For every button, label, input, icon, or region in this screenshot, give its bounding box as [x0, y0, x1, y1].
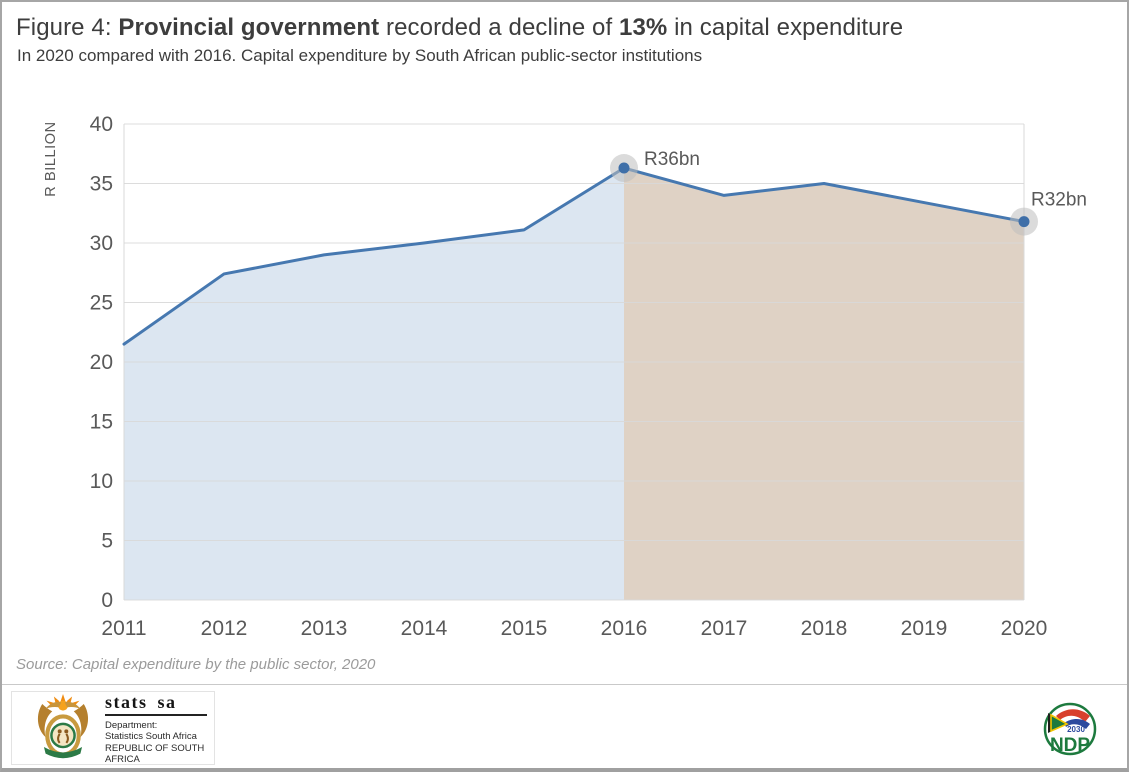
right-wing — [73, 703, 89, 738]
x-tick-label: 2020 — [1001, 617, 1048, 640]
brand-underline — [105, 714, 207, 717]
data-line — [122, 166, 1026, 346]
source-note: Source: Capital expenditure by the publi… — [16, 656, 376, 673]
figure-title: Figure 4: Provincial government recorded… — [16, 14, 1111, 42]
area-fill-before-split — [124, 168, 624, 600]
ndp-acronym: NDP — [1050, 735, 1090, 756]
title-segment: in capital expenditure — [667, 14, 904, 41]
flag-green-triangle — [1050, 713, 1069, 733]
y-tick-label: 20 — [90, 351, 113, 374]
y-tick-label: 25 — [90, 292, 113, 315]
figure-header: Figure 4: Provincial government recorded… — [16, 14, 1111, 66]
figure-subtitle: In 2020 compared with 2016. Capital expe… — [17, 46, 703, 65]
y-tick-label: 10 — [90, 470, 113, 493]
ndp-logo-icon: 2030 NDP — [1043, 702, 1097, 756]
annotation-label: R36bn — [644, 149, 700, 170]
statssa-brand: stats sa — [105, 692, 177, 713]
coat-of-arms-icon — [37, 694, 89, 759]
title-segment: recorded a decline of — [379, 14, 620, 41]
statssa-country: REPUBLIC OF SOUTH AFRICA — [105, 742, 205, 765]
y-tick-label: 5 — [101, 530, 113, 553]
title-segment-bold: 13% — [619, 14, 668, 41]
x-tick-label: 2016 — [601, 617, 648, 640]
statssa-logo: stats sa Department: Statistics South Af… — [11, 691, 215, 765]
title-segment: Figure 4: — [16, 14, 119, 41]
flag-red-band — [1056, 709, 1090, 722]
ndp-year: 2030 — [1067, 725, 1085, 734]
x-tick-label: 2015 — [501, 617, 548, 640]
capex-line-chart: 0 5 10 15 20 25 30 35 40 2011 2012 2013 2014 2015 2016… — [43, 113, 1087, 640]
title-segment-bold: Provincial government — [118, 14, 380, 41]
x-tick-label: 2013 — [301, 617, 348, 640]
x-tick-label: 2011 — [101, 617, 146, 640]
figures — [57, 733, 69, 744]
left-wing — [37, 703, 53, 738]
footer-divider — [2, 684, 1127, 685]
data-point-marker — [618, 162, 630, 174]
y-tick-label: 15 — [90, 411, 113, 434]
y-axis-title: R BILLION — [43, 121, 59, 197]
statssa-dept-label: Department: — [105, 720, 158, 732]
banner — [43, 747, 83, 759]
y-tick-label: 30 — [90, 232, 113, 255]
data-point-marker — [1018, 216, 1030, 228]
area-fill-after-split — [624, 168, 1024, 600]
x-tick-label: 2012 — [201, 617, 248, 640]
statssa-dept-name: Statistics South Africa — [105, 731, 197, 743]
y-tick-label: 40 — [90, 113, 113, 136]
ndp-logo: 2030 NDP — [1040, 699, 1100, 761]
statssa-text-block: stats sa Department: Statistics South Af… — [105, 691, 214, 765]
x-tick-label: 2014 — [401, 617, 448, 640]
x-tick-label: 2018 — [801, 617, 848, 640]
flag-blue-band — [1064, 718, 1090, 729]
y-tick-label: 35 — [90, 173, 113, 196]
x-tick-label: 2019 — [901, 617, 948, 640]
x-tick-label: 2017 — [701, 617, 748, 640]
annotation-label: R32bn — [1031, 190, 1087, 211]
y-tick-label: 0 — [101, 589, 113, 612]
footer: stats sa Department: Statistics South Af… — [2, 685, 1127, 768]
shield-ring — [50, 722, 76, 749]
